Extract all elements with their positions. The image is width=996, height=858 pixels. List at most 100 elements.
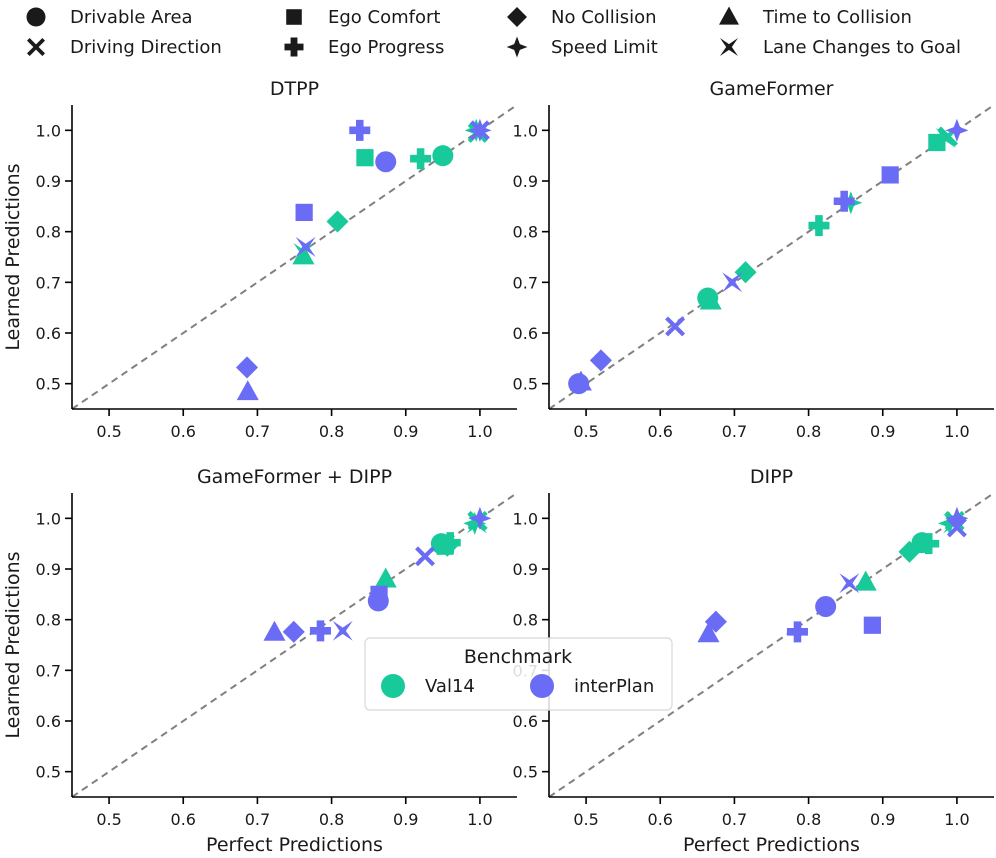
panel-3: DIPP0.50.60.70.80.91.00.50.60.70.80.91.0… [513,466,995,856]
point-speed [945,506,969,530]
y-tick-label: 0.9 [513,172,538,191]
legend-label-ttc: Time to Collision [762,7,912,28]
benchmark-legend-item-val14: Val14 [381,674,475,698]
point-lanechange [935,127,956,148]
benchmark-legend-item-interplan: interPlan [530,674,654,698]
point-progress [410,148,432,170]
point-egocomfort [370,585,388,603]
x-tick-label: 0.5 [96,810,121,829]
panel-title: GameFormer + DIPP [197,466,392,488]
legend-item-ttc: Time to Collision [719,6,912,28]
legend-marker-lanechange-icon [719,37,739,57]
legend-item-progress: Ego Progress [284,37,444,58]
x-tick-label: 0.5 [573,422,598,441]
point-speed [468,506,492,530]
x-tick-label: 1.0 [944,422,969,441]
point-direction [665,316,686,337]
benchmark-legend: Benchmark Val14 interPlan [364,637,673,711]
y-tick-label: 0.7 [513,273,538,292]
point-nocollision [734,261,757,284]
legend-item-direction: Driving Direction [26,37,222,58]
y-tick-label: 0.5 [513,375,538,394]
legend-marker-drivable-icon [26,7,46,27]
point-egocomfort [295,203,313,222]
legend-marker-nocollision-icon [507,7,527,27]
point-ttc [374,567,397,588]
x-tick-label: 0.9 [870,422,895,441]
x-tick-label: 1.0 [467,810,492,829]
point-lanechange [332,620,353,641]
series-interplan [697,506,969,643]
point-nocollision [326,210,349,233]
legend-item-egocomfort: Ego Comfort [286,7,440,28]
point-drivable [432,145,454,167]
legend-label-egocomfort: Ego Comfort [328,7,440,28]
reference-diagonal-line [548,104,995,410]
x-axis-label: Perfect Predictions [206,834,383,856]
x-tick-label: 0.7 [722,422,747,441]
point-progress [349,119,371,141]
point-ttc [569,370,592,391]
x-tick-label: 0.5 [573,810,598,829]
y-tick-label: 1.0 [513,509,538,528]
y-tick-label: 0.7 [36,273,61,292]
y-tick-label: 0.8 [513,223,538,242]
legend-marker-ttc-icon [719,6,739,25]
x-tick-label: 0.9 [870,810,895,829]
y-tick-label: 0.8 [36,611,61,630]
point-ttc [854,570,877,591]
series-interplan [568,118,969,395]
point-ttc [699,289,722,310]
x-tick-label: 0.6 [171,422,196,441]
legend-label-speed: Speed Limit [551,37,658,58]
point-ttc [697,622,720,643]
x-tick-label: 1.0 [467,422,492,441]
y-tick-label: 0.5 [36,763,61,782]
point-speed [945,118,969,142]
series-val14 [854,510,965,591]
benchmark-marker-interplan-icon [530,674,554,698]
legend-label-nocollision: No Collision [551,7,657,28]
point-progress [439,532,461,554]
legend-label-drivable: Drivable Area [70,7,193,28]
point-drivable [815,595,837,617]
point-nocollision [898,540,921,563]
y-tick-label: 1.0 [36,509,61,528]
panel-title: GameFormer [710,78,834,100]
metric-legend: Drivable Area Ego Comfort No Collision Time… [26,6,961,58]
point-egocomfort [863,616,881,634]
series-val14 [697,126,958,310]
y-tick-label: 1.0 [513,121,538,140]
y-axis-label: Learned Predictions [2,551,24,738]
x-tick-label: 0.7 [722,810,747,829]
legend-item-nocollision: No Collision [507,7,657,28]
x-tick-label: 0.6 [171,810,196,829]
point-speed [937,511,962,535]
y-tick-label: 0.6 [513,324,538,343]
point-speed [468,118,492,142]
point-progress [918,533,940,555]
legend-label-lanechange: Lane Changes to Goal [763,37,961,58]
point-lanechange [839,573,860,594]
point-egocomfort [356,149,374,167]
y-tick-label: 0.5 [513,763,538,782]
point-progress [786,621,808,643]
point-nocollision [282,620,305,643]
legend-marker-direction-icon [26,37,46,57]
benchmark-legend-title: Benchmark [464,646,572,668]
point-direction [415,546,436,567]
y-tick-label: 0.9 [513,560,538,579]
y-axis-label: Learned Predictions [2,163,24,350]
y-tick-label: 0.6 [36,324,61,343]
point-egocomfort [928,133,946,152]
point-progress [833,190,855,212]
legend-item-drivable: Drivable Area [26,7,193,28]
point-drivable [375,151,397,173]
x-tick-label: 0.9 [393,422,418,441]
series-interplan [263,506,492,643]
panel-0: DTPP 0.5 0.6 0.7 0.8 0.9 1.0 0.5 0.6 0.7 0.8 0.9 1.0… [2,78,518,441]
x-tick-label: 0.9 [393,810,418,829]
series-interplan [236,118,492,401]
point-progress [808,215,830,237]
